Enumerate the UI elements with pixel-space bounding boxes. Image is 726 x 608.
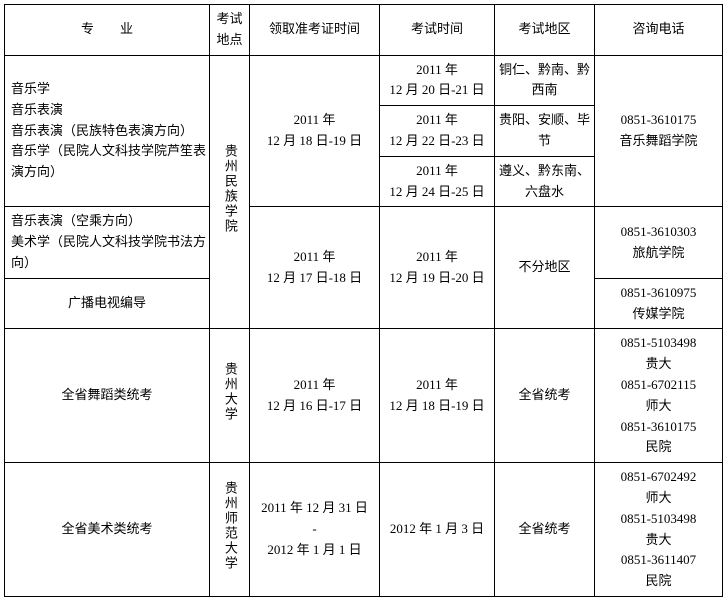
cell-region: 遵义、黔东南、六盘水 [495,156,595,207]
cell-venue: 贵州民族学院 [210,55,250,329]
header-cert-time: 领取准考证时间 [250,5,380,56]
table-row: 音乐学音乐表演音乐表演（民族特色表演方向）音乐学（民院人文科技学院芦笙表演方向）… [5,55,723,106]
cell-exam: 2011 年12 月 19 日-20 日 [380,207,495,329]
cell-region: 全省统考 [495,463,595,597]
cell-exam: 2011 年12 月 24 日-25 日 [380,156,495,207]
cell-phone: 0851-3610175音乐舞蹈学院 [595,55,723,207]
cell-cert: 2011 年 12 月 31 日-2012 年 1 月 1 日 [250,463,380,597]
table-row: 全省美术类统考 贵州师范大学 2011 年 12 月 31 日-2012 年 1… [5,463,723,597]
cell-major: 全省美术类统考 [5,463,210,597]
cell-major: 全省舞蹈类统考 [5,329,210,463]
cell-region: 铜仁、黔南、黔西南 [495,55,595,106]
cell-exam: 2011 年12 月 18 日-19 日 [380,329,495,463]
cell-phone: 0851-5103498贵大0851-6702115师大0851-3610175… [595,329,723,463]
header-major: 专 业 [5,5,210,56]
cell-cert: 2011 年12 月 16 日-17 日 [250,329,380,463]
cell-region: 贵阳、安顺、毕节 [495,106,595,157]
header-exam-time: 考试时间 [380,5,495,56]
cell-major: 音乐学音乐表演音乐表演（民族特色表演方向）音乐学（民院人文科技学院芦笙表演方向） [5,55,210,207]
cell-cert: 2011 年12 月 18 日-19 日 [250,55,380,207]
table-header-row: 专 业 考试地点 领取准考证时间 考试时间 考试地区 咨询电话 [5,5,723,56]
cell-venue: 贵州大学 [210,329,250,463]
header-phone: 咨询电话 [595,5,723,56]
header-region: 考试地区 [495,5,595,56]
cell-phone: 0851-6702492师大0851-5103498贵大0851-3611407… [595,463,723,597]
header-venue: 考试地点 [210,5,250,56]
cell-phone: 0851-3610975传媒学院 [595,278,723,329]
cell-phone: 0851-3610303旅航学院 [595,207,723,278]
cell-exam: 2011 年12 月 20 日-21 日 [380,55,495,106]
cell-venue: 贵州师范大学 [210,463,250,597]
cell-major: 广播电视编导 [5,278,210,329]
cell-cert: 2011 年12 月 17 日-18 日 [250,207,380,329]
table-row: 音乐表演（空乘方向）美术学（民院人文科技学院书法方向） 2011 年12 月 1… [5,207,723,278]
cell-major: 音乐表演（空乘方向）美术学（民院人文科技学院书法方向） [5,207,210,278]
cell-exam: 2012 年 1 月 3 日 [380,463,495,597]
exam-schedule-table: 专 业 考试地点 领取准考证时间 考试时间 考试地区 咨询电话 音乐学音乐表演音… [4,4,723,597]
cell-region: 全省统考 [495,329,595,463]
table-row: 全省舞蹈类统考 贵州大学 2011 年12 月 16 日-17 日 2011 年… [5,329,723,463]
cell-exam: 2011 年12 月 22 日-23 日 [380,106,495,157]
cell-region: 不分地区 [495,207,595,329]
